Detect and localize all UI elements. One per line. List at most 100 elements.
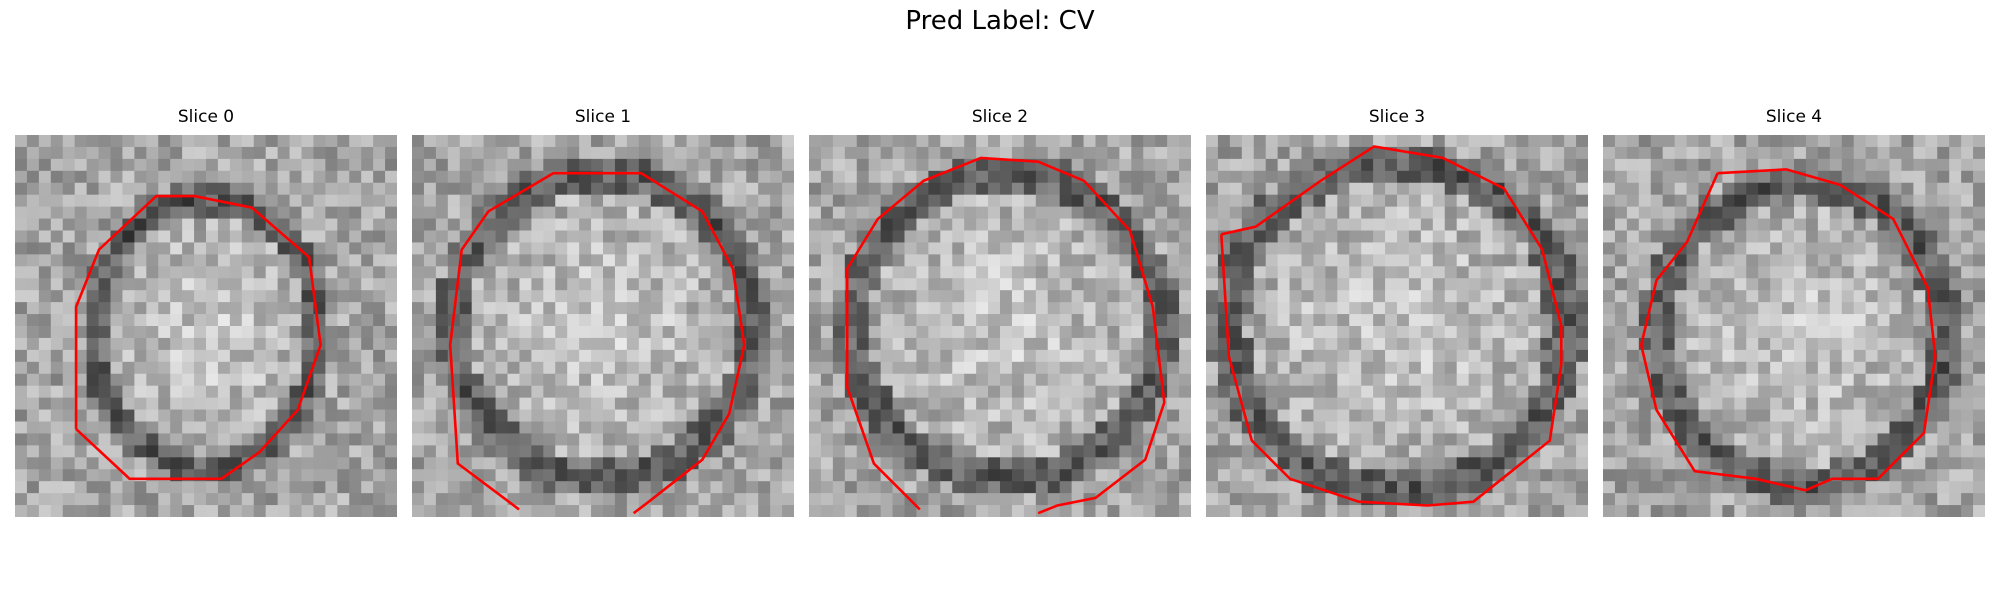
- pixel: [650, 290, 664, 303]
- pixel: [543, 158, 556, 172]
- pixel: [507, 218, 521, 232]
- pixel: [122, 182, 135, 196]
- pixel: [471, 326, 485, 339]
- pixel: [194, 397, 207, 411]
- pixel: [916, 421, 929, 435]
- pixel: [758, 194, 771, 208]
- pixel: [1229, 445, 1243, 458]
- pixel: [1662, 302, 1676, 315]
- pixel: [495, 326, 509, 339]
- pixel: [86, 242, 100, 255]
- pixel: [614, 493, 628, 506]
- pixel: [1492, 242, 1506, 255]
- pixel: [158, 397, 171, 411]
- pixel: [134, 135, 147, 148]
- pixel: [1420, 409, 1434, 423]
- pixel: [1349, 385, 1362, 399]
- pixel: [1817, 337, 1831, 351]
- pixel: [820, 457, 834, 470]
- pixel: [62, 266, 76, 279]
- pixel: [1889, 302, 1903, 315]
- pixel: [1865, 206, 1879, 220]
- pixel: [1841, 158, 1855, 172]
- pixel: [928, 481, 941, 494]
- pixel: [1059, 230, 1073, 244]
- pixel: [1444, 254, 1458, 267]
- pixel: [1385, 505, 1398, 517]
- pixel: [301, 278, 315, 291]
- pixel: [1576, 158, 1588, 172]
- pixel: [1095, 290, 1109, 303]
- pixel: [1397, 445, 1410, 458]
- pixel: [146, 254, 159, 267]
- pixel: [1408, 397, 1422, 411]
- pixel: [1746, 266, 1759, 279]
- pixel: [519, 278, 532, 291]
- pixel: [1782, 409, 1795, 423]
- pixel: [1229, 409, 1243, 423]
- pixel: [1444, 373, 1458, 387]
- pixel: [1444, 409, 1458, 423]
- pixel: [809, 158, 822, 172]
- pixel: [686, 266, 700, 279]
- pixel: [1576, 445, 1588, 458]
- pixel: [904, 505, 918, 517]
- pixel: [435, 218, 449, 232]
- pixel: [1937, 433, 1950, 446]
- pixel: [289, 194, 303, 208]
- pixel: [447, 326, 461, 339]
- pixel: [1722, 206, 1735, 220]
- pixel: [1059, 505, 1073, 517]
- pixel: [337, 326, 350, 339]
- pixel: [1552, 242, 1565, 255]
- pixel: [1961, 170, 1974, 184]
- pixel: [313, 361, 326, 375]
- pixel: [313, 457, 326, 470]
- pixel: [782, 481, 794, 494]
- pixel: [1095, 302, 1109, 315]
- pixel: [146, 349, 159, 363]
- pixel: [1143, 218, 1156, 232]
- pixel: [206, 385, 219, 399]
- pixel: [1722, 337, 1735, 351]
- pixel: [928, 146, 941, 160]
- pixel: [1023, 218, 1037, 232]
- pixel: [412, 397, 425, 411]
- pixel: [385, 254, 397, 267]
- pixel: [1540, 505, 1553, 517]
- pixel: [1131, 361, 1144, 375]
- pixel: [770, 337, 783, 351]
- pixel: [1373, 361, 1386, 375]
- pixel: [373, 242, 386, 255]
- pixel: [1961, 230, 1974, 244]
- pixel: [373, 409, 386, 423]
- pixel: [1650, 242, 1664, 255]
- pixel: [1746, 242, 1759, 255]
- pixel: [1734, 194, 1747, 208]
- pixel: [1492, 194, 1506, 208]
- pixel: [423, 397, 437, 411]
- pixel: [1829, 302, 1843, 315]
- pixel: [325, 254, 338, 267]
- pixel: [170, 254, 183, 267]
- pixel: [471, 242, 485, 255]
- pixel: [1913, 146, 1926, 160]
- pixel: [471, 409, 485, 423]
- pixel: [194, 421, 207, 435]
- pixel: [579, 361, 592, 375]
- pixel: [1925, 158, 1938, 172]
- pixel: [856, 409, 870, 423]
- pixel: [1504, 421, 1517, 435]
- pixel: [1206, 206, 1219, 220]
- pixel: [1456, 481, 1470, 494]
- pixel: [1397, 170, 1410, 184]
- pixel: [1035, 326, 1049, 339]
- pixel: [662, 421, 676, 435]
- pixel: [1794, 206, 1807, 220]
- pixel: [988, 397, 1001, 411]
- pixel: [301, 302, 315, 315]
- pixel: [1528, 326, 1541, 339]
- pixel: [74, 194, 88, 208]
- pixel: [1397, 266, 1410, 279]
- pixel: [988, 326, 1001, 339]
